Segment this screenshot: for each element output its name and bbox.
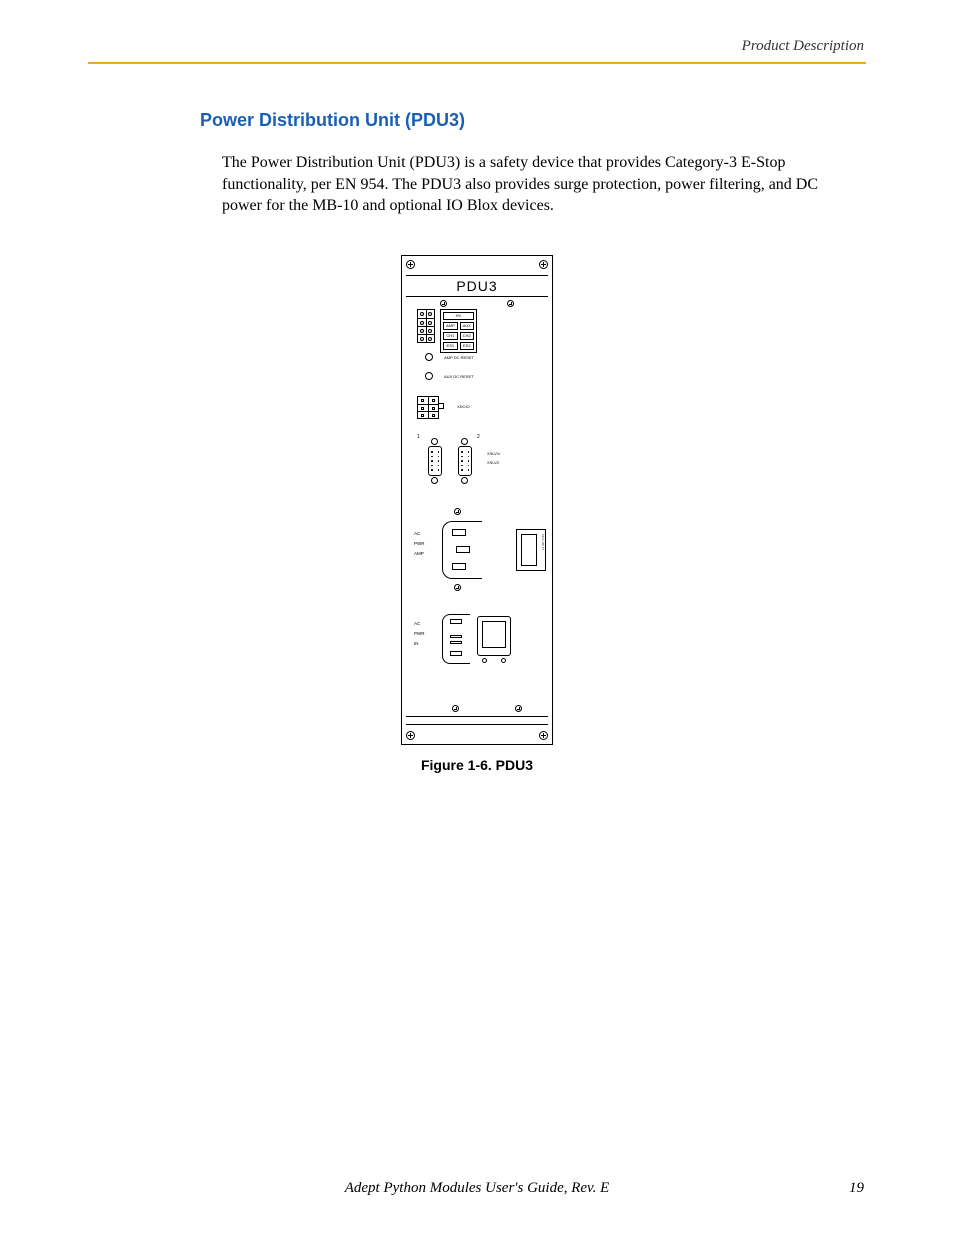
header-rule: [88, 62, 866, 64]
serial-port-1: [426, 438, 444, 484]
screw-icon: [454, 584, 461, 591]
serial-2-label: 2: [477, 434, 480, 440]
ac-pwr-in-section: AC PWR IN: [414, 614, 540, 664]
screw-icon: [454, 508, 461, 515]
screw-icon: [515, 705, 522, 712]
aux-reset-label: AUX DC RESET: [444, 374, 474, 379]
body-paragraph: The Power Distribution Unit (PDU3) is a …: [222, 152, 842, 217]
xdcio-label: XDCIO: [457, 404, 470, 409]
security-module: SECURITY: [516, 529, 546, 571]
serial-port-2: [456, 438, 474, 484]
screw-icon: [539, 731, 548, 740]
figure-caption: Figure 1-6. PDU3: [421, 757, 533, 773]
screw-icon: [539, 260, 548, 269]
xdcio-tab: [439, 403, 444, 409]
pdu3-diagram: PDU3 HV AMPAUX CH1CH2 ES1ES2 AMP DC RESE…: [401, 255, 553, 745]
screw-icon: [507, 300, 514, 307]
screw-icon: [440, 300, 447, 307]
figure-container: PDU3 HV AMPAUX CH1CH2 ES1ES2 AMP DC RESE…: [0, 255, 954, 773]
bottom-bar: [406, 716, 548, 725]
serial-xslv-labels: XSLV1/ XSLV2: [487, 451, 500, 465]
screw-icon: [452, 705, 459, 712]
header-section-label: Product Description: [742, 38, 864, 55]
serial-1-label: 1: [417, 434, 420, 440]
footer-page-number: 19: [849, 1180, 864, 1197]
section-heading: Power Distribution Unit (PDU3): [200, 110, 465, 131]
xdcio-connector: [417, 396, 439, 419]
pdu-title: PDU3: [406, 275, 548, 297]
screw-icon: [406, 731, 415, 740]
amp-reset-label: AMP DC RESET: [444, 355, 474, 360]
amp-reset-button-icon: [425, 353, 433, 361]
footer-doc-title: Adept Python Modules User's Guide, Rev. …: [0, 1180, 954, 1197]
screw-icon: [406, 260, 415, 269]
led-indicator-block: [417, 309, 435, 343]
aux-reset-button-icon: [425, 372, 433, 380]
led-label-table: HV AMPAUX CH1CH2 ES1ES2: [440, 309, 477, 353]
